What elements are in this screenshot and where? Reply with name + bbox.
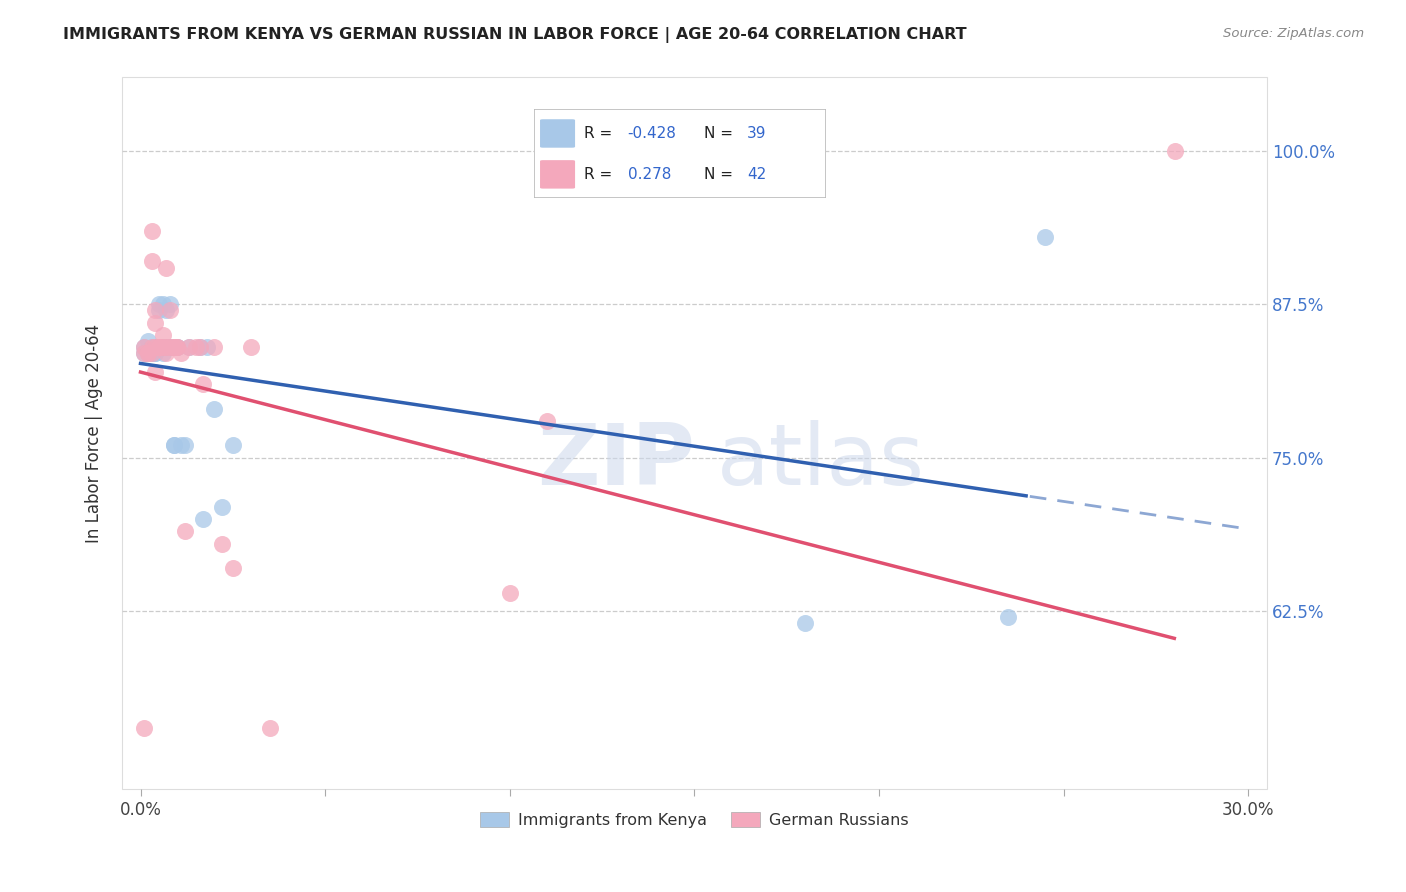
Point <box>163 340 186 354</box>
Point <box>159 303 181 318</box>
Point <box>155 260 177 275</box>
Point <box>202 401 225 416</box>
Point <box>141 254 163 268</box>
Point <box>155 340 177 354</box>
Point <box>134 721 156 735</box>
Point <box>143 346 166 360</box>
Point <box>166 340 188 354</box>
Point <box>148 340 170 354</box>
Y-axis label: In Labor Force | Age 20-64: In Labor Force | Age 20-64 <box>86 324 103 542</box>
Point <box>134 346 156 360</box>
Point <box>177 340 200 354</box>
Point <box>152 346 174 360</box>
Point <box>211 500 233 514</box>
Point <box>134 346 156 360</box>
Point <box>1033 230 1056 244</box>
Point <box>141 346 163 360</box>
Point <box>136 346 159 360</box>
Point <box>211 536 233 550</box>
Point <box>152 340 174 354</box>
Point <box>166 340 188 354</box>
Point <box>240 340 263 354</box>
Point <box>143 365 166 379</box>
Point <box>143 316 166 330</box>
Text: Source: ZipAtlas.com: Source: ZipAtlas.com <box>1223 27 1364 40</box>
Point <box>177 340 200 354</box>
Point <box>141 340 163 354</box>
Point <box>143 340 166 354</box>
Point <box>141 346 163 360</box>
Point <box>143 346 166 360</box>
Point <box>163 438 186 452</box>
Point <box>136 346 159 360</box>
Point <box>155 303 177 318</box>
Point <box>173 524 195 539</box>
Text: IMMIGRANTS FROM KENYA VS GERMAN RUSSIAN IN LABOR FORCE | AGE 20-64 CORRELATION C: IMMIGRANTS FROM KENYA VS GERMAN RUSSIAN … <box>63 27 967 43</box>
Point <box>148 340 170 354</box>
Point <box>148 340 170 354</box>
Point <box>499 585 522 599</box>
Point <box>159 297 181 311</box>
Point <box>222 561 245 575</box>
Text: ZIP: ZIP <box>537 420 695 503</box>
Point <box>163 438 186 452</box>
Point <box>188 340 211 354</box>
Point <box>170 438 193 452</box>
Point <box>143 303 166 318</box>
Point <box>141 340 163 354</box>
Point <box>143 340 166 354</box>
Point <box>163 340 186 354</box>
Point <box>148 303 170 318</box>
Point <box>170 346 193 360</box>
Point <box>136 346 159 360</box>
Point <box>188 340 211 354</box>
Point <box>202 340 225 354</box>
Point <box>259 721 281 735</box>
Point <box>152 297 174 311</box>
Point <box>997 610 1019 624</box>
Point <box>159 340 181 354</box>
Point <box>134 340 156 354</box>
Point <box>152 328 174 343</box>
Point <box>222 438 245 452</box>
Point <box>141 346 163 360</box>
Point <box>148 297 170 311</box>
Point <box>141 224 163 238</box>
Point <box>184 340 207 354</box>
Point <box>536 414 558 428</box>
Point <box>193 512 215 526</box>
Point <box>152 340 174 354</box>
Point <box>141 346 163 360</box>
Point <box>134 340 156 354</box>
Point <box>148 340 170 354</box>
Legend: Immigrants from Kenya, German Russians: Immigrants from Kenya, German Russians <box>474 805 915 834</box>
Point <box>193 377 215 392</box>
Point <box>148 340 170 354</box>
Point <box>155 346 177 360</box>
Point <box>794 616 817 631</box>
Point <box>166 340 188 354</box>
Text: atlas: atlas <box>717 420 925 503</box>
Point <box>159 340 181 354</box>
Point <box>195 340 218 354</box>
Point <box>136 334 159 348</box>
Point <box>1163 144 1185 158</box>
Point <box>166 340 188 354</box>
Point <box>155 340 177 354</box>
Point <box>173 438 195 452</box>
Point <box>159 340 181 354</box>
